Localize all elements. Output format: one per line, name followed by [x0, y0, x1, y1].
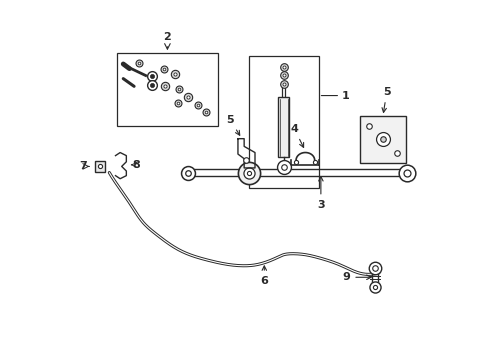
Text: 3: 3: [317, 176, 325, 210]
Text: 1: 1: [342, 91, 349, 100]
Bar: [95, 161, 105, 172]
Bar: [278, 97, 289, 157]
Text: 8: 8: [133, 160, 140, 170]
Bar: [117, 53, 218, 126]
Text: 5: 5: [382, 87, 391, 112]
Bar: [360, 116, 406, 163]
Bar: [249, 55, 318, 188]
Text: 7: 7: [79, 161, 87, 171]
Text: 2: 2: [164, 32, 171, 42]
Text: 5: 5: [226, 115, 240, 135]
Text: 9: 9: [343, 272, 371, 282]
Text: 4: 4: [291, 124, 304, 147]
Text: 6: 6: [260, 266, 268, 286]
